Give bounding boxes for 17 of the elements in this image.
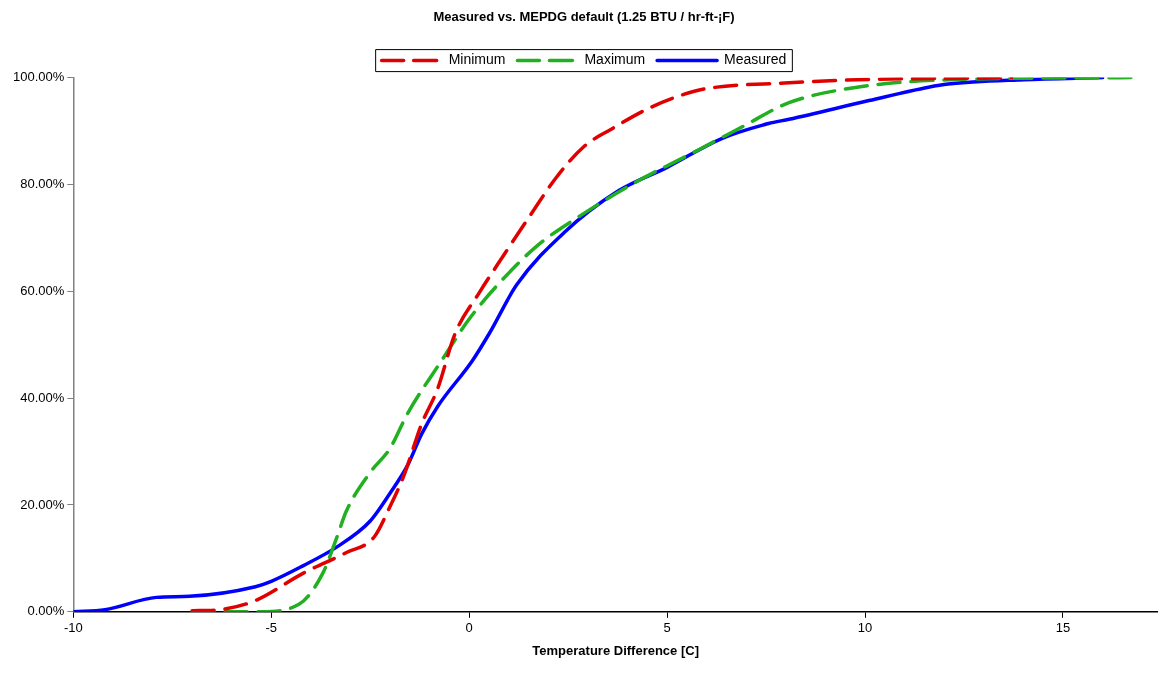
- y-tick-label: 20.00%: [20, 496, 65, 512]
- x-tick-label: 15: [1055, 620, 1071, 636]
- y-tick-label: 40.00%: [20, 389, 65, 405]
- legend-label: Maximum: [584, 51, 646, 68]
- legend-label: Measured: [724, 51, 787, 68]
- y-tick-label: 60.00%: [20, 282, 65, 298]
- x-axis-title: Temperature Difference [C]: [532, 642, 699, 658]
- x-tick-label: -5: [265, 620, 278, 636]
- chart-title: Measured vs. MEPDG default (1.25 BTU / hr-ft-¡F): [433, 9, 735, 25]
- x-tick-label: -10: [63, 620, 83, 636]
- x-tick-label: 10: [857, 620, 873, 636]
- legend-label: Minimum: [448, 51, 506, 68]
- x-tick-label: 5: [663, 620, 671, 636]
- y-tick-label: 100.00%: [12, 69, 65, 85]
- y-tick-label: 0.00%: [27, 603, 65, 619]
- x-tick-label: 0: [465, 620, 473, 636]
- y-tick-label: 80.00%: [20, 176, 65, 192]
